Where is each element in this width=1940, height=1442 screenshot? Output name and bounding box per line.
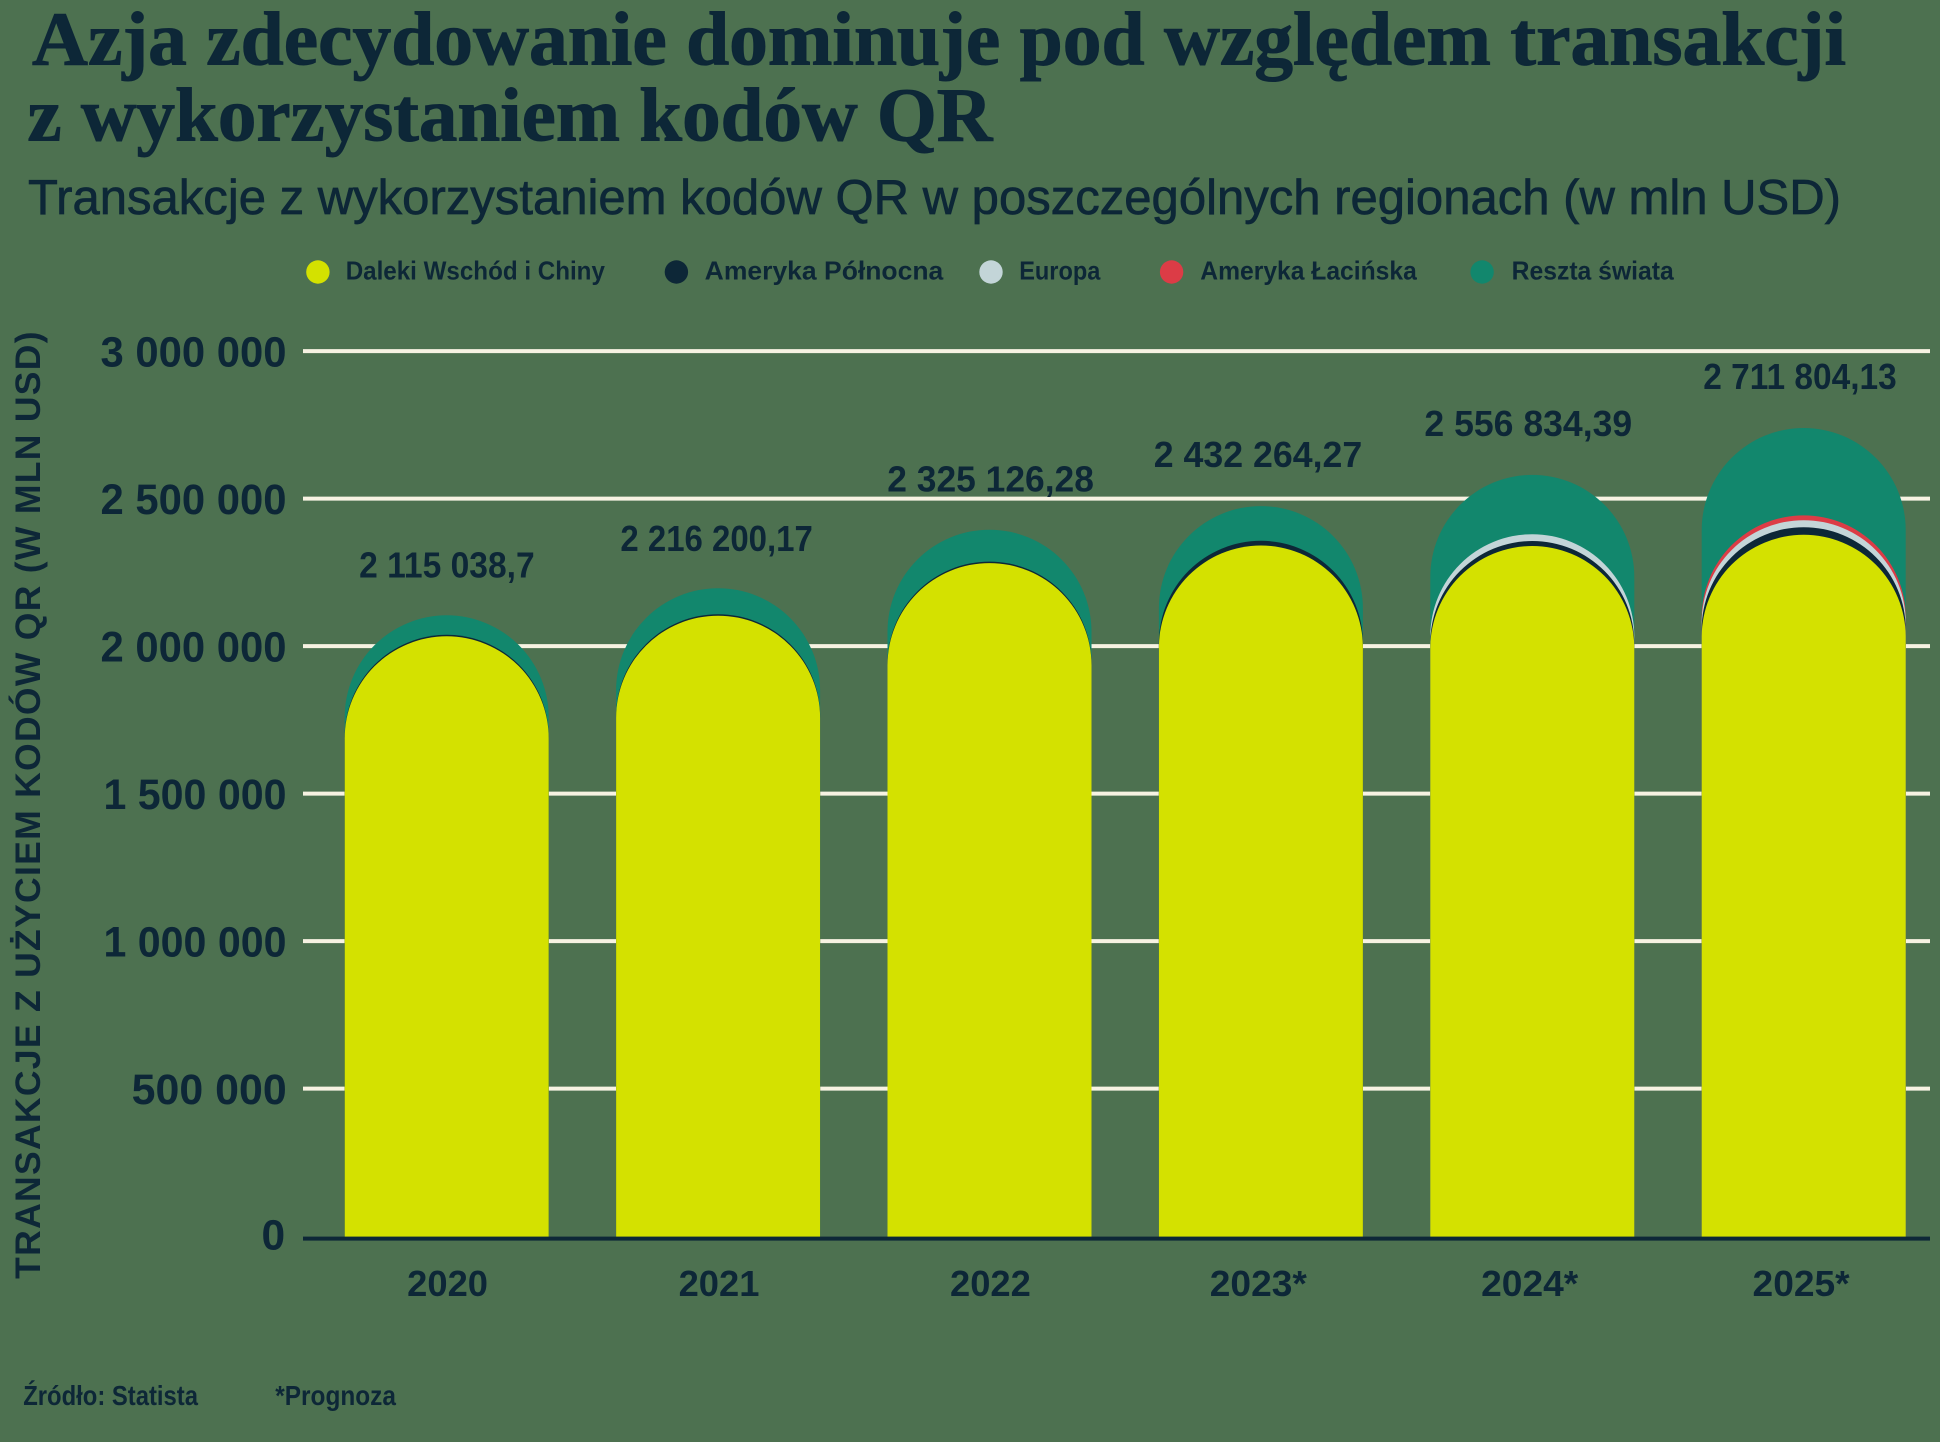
svg-text:2 556 834,39: 2 556 834,39 [1424, 403, 1632, 444]
svg-text:Daleki Wschód i Chiny: Daleki Wschód i Chiny [346, 256, 606, 286]
svg-text:0: 0 [262, 1213, 286, 1260]
svg-text:2 711 804,13: 2 711 804,13 [1703, 356, 1897, 397]
svg-text:2021: 2021 [679, 1263, 760, 1304]
svg-text:Transakcje z wykorzystaniem ko: Transakcje z wykorzystaniem kodów QR w p… [28, 171, 1841, 225]
svg-text:2023*: 2023* [1210, 1263, 1307, 1304]
svg-text:1 000 000: 1 000 000 [104, 920, 287, 967]
svg-text:3 000 000: 3 000 000 [101, 330, 287, 377]
svg-text:Źródło: Statista: Źródło: Statista [23, 1380, 198, 1411]
svg-text:1 500 000: 1 500 000 [104, 772, 287, 819]
svg-text:Reszta świata: Reszta świata [1512, 256, 1675, 286]
svg-text:Ameryka Północna: Ameryka Północna [705, 256, 944, 286]
svg-text:2 000 000: 2 000 000 [101, 625, 287, 672]
svg-text:500 000: 500 000 [132, 1067, 287, 1114]
svg-text:Ameryka Łacińska: Ameryka Łacińska [1200, 256, 1417, 286]
svg-text:2024*: 2024* [1481, 1263, 1578, 1304]
svg-text:Azja zdecydowanie dominuje pod: Azja zdecydowanie dominuje pod względem … [32, 0, 1846, 81]
svg-text:Europa: Europa [1019, 256, 1101, 286]
svg-text:2025*: 2025* [1753, 1263, 1850, 1304]
svg-text:2022: 2022 [950, 1263, 1031, 1304]
svg-text:2 325 126,28: 2 325 126,28 [887, 458, 1094, 499]
svg-text:2020: 2020 [407, 1263, 488, 1304]
svg-text:2 115 038,7: 2 115 038,7 [359, 545, 535, 586]
svg-text:*Prognoza: *Prognoza [275, 1380, 396, 1411]
svg-text:z wykorzystaniem kodów QR: z wykorzystaniem kodów QR [27, 73, 993, 157]
svg-text:2 216 200,17: 2 216 200,17 [620, 518, 812, 559]
svg-text:2 500 000: 2 500 000 [101, 477, 287, 524]
svg-text:2 432 264,27: 2 432 264,27 [1154, 434, 1363, 475]
svg-text:TRANSAKCJE Z UŻYCIEM KODÓW QR: TRANSAKCJE Z UŻYCIEM KODÓW QR (W MLN USD… [8, 330, 48, 1279]
